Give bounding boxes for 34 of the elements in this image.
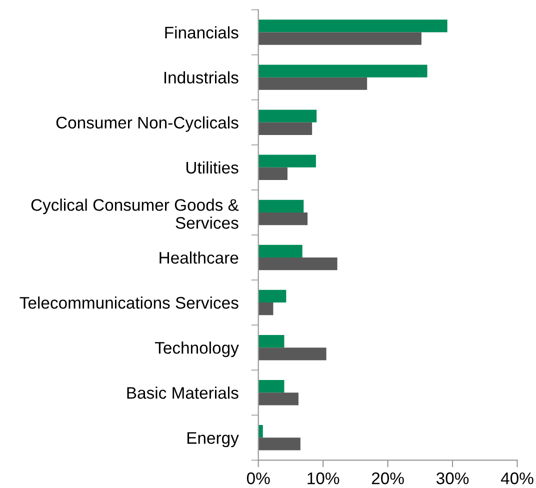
bar (258, 32, 422, 45)
bar (258, 244, 302, 258)
y-tick-label: Telecommunications Services (20, 296, 238, 309)
bar (258, 212, 308, 226)
bar (258, 77, 368, 90)
bar (258, 302, 274, 316)
bar (258, 334, 284, 348)
y-tick-label: Healthcare (160, 251, 238, 264)
y-tick-label: Cyclical Consumer Goods & Services (31, 198, 239, 229)
bar (258, 110, 317, 122)
bar (258, 392, 298, 406)
bar (258, 20, 448, 32)
bar (258, 167, 288, 180)
bar (258, 290, 286, 303)
y-tick-label: Industrials (164, 71, 238, 84)
bar (258, 64, 428, 78)
y-tick-label: Technology (154, 342, 239, 358)
bar (258, 122, 312, 135)
y-tick-label: Financials (165, 26, 238, 38)
bar (258, 154, 316, 168)
x-tick-label: 10% (308, 472, 340, 484)
y-tick-label: Consumer Non-Cyclicals (56, 116, 238, 132)
x-tick-label: 30% (436, 472, 469, 484)
y-tick-label: Energy (187, 432, 239, 448)
bar (258, 438, 300, 450)
bar (258, 200, 304, 212)
x-tick-label: 40% (500, 472, 534, 484)
x-tick-label: 0% (246, 472, 270, 484)
x-tick-label: 20% (372, 472, 404, 484)
bar (258, 257, 338, 270)
bar (258, 348, 326, 360)
y-tick-label: Utilities (186, 161, 238, 174)
bar (258, 380, 284, 393)
y-tick-label: Basic Materials (127, 386, 238, 399)
